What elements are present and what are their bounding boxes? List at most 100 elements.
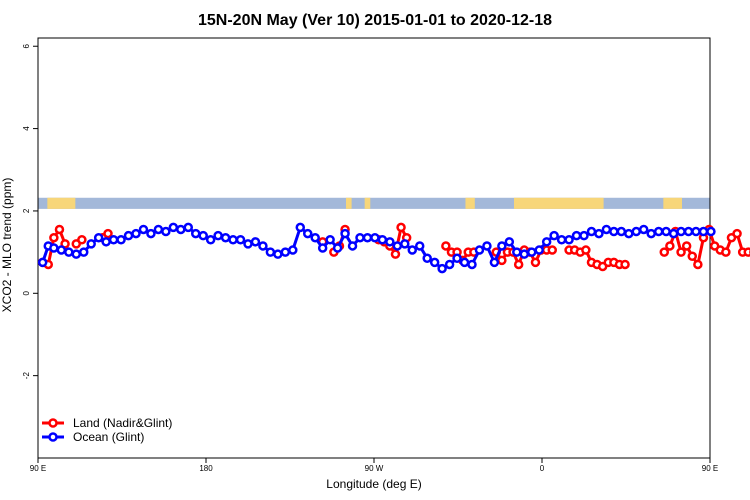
data-point <box>616 226 627 237</box>
y-tick-label: 0 <box>22 291 31 296</box>
data-point <box>86 239 96 249</box>
data-point <box>400 239 410 249</box>
data-point <box>706 226 716 237</box>
data-point <box>452 253 462 264</box>
data-point <box>429 257 440 268</box>
data-point <box>273 249 283 259</box>
data-point <box>377 235 388 245</box>
data-point <box>609 226 619 237</box>
data-point <box>198 230 208 241</box>
data-point <box>474 245 485 255</box>
data-point <box>49 232 59 243</box>
data-point <box>101 237 111 247</box>
data-point <box>108 235 119 245</box>
data-point <box>504 237 515 247</box>
x-tick-label: 90 E <box>30 464 46 473</box>
data-point <box>489 257 500 268</box>
data-point <box>280 247 291 257</box>
data-point <box>497 241 507 251</box>
data-point <box>676 247 686 257</box>
plot-area <box>37 37 711 459</box>
data-point <box>146 228 156 239</box>
data-point <box>250 237 261 247</box>
data-point <box>549 230 559 241</box>
data-point <box>624 228 634 239</box>
legend-land-marker <box>48 418 58 428</box>
data-point <box>653 226 664 237</box>
data-point <box>295 222 306 233</box>
x-tick-label: 0 <box>540 464 545 473</box>
data-point <box>347 241 358 251</box>
data-point <box>513 259 524 270</box>
data-point <box>497 255 507 266</box>
data-point <box>526 247 537 257</box>
data-point <box>138 224 149 235</box>
data-point <box>422 253 432 264</box>
y-tick-label: 6 <box>22 43 31 48</box>
y-tick-label: 2 <box>22 208 31 213</box>
data-point <box>581 245 591 255</box>
data-point <box>161 226 171 237</box>
data-point <box>693 259 703 270</box>
land-band-span <box>47 197 76 209</box>
data-point <box>444 259 455 270</box>
series-ocean <box>37 222 716 274</box>
data-point <box>93 232 104 243</box>
plot-frame <box>37 37 711 459</box>
data-point <box>176 224 186 235</box>
data-point <box>691 226 701 237</box>
data-point <box>698 226 709 237</box>
data-point <box>519 249 530 259</box>
y-axis: -2 0 2 4 6 <box>22 43 38 379</box>
data-point <box>392 241 403 251</box>
data-point <box>123 230 134 241</box>
data-point <box>355 232 365 243</box>
data-point <box>661 226 671 237</box>
data-point <box>571 230 582 241</box>
data-point <box>103 228 113 239</box>
data-point <box>385 237 395 247</box>
data-point <box>437 263 447 274</box>
data-point <box>71 249 82 259</box>
data-point <box>721 247 731 257</box>
data-point <box>265 247 276 257</box>
data-point <box>205 235 216 245</box>
data-point <box>332 243 343 253</box>
data-point <box>49 243 59 253</box>
data-point <box>131 228 141 239</box>
data-point <box>687 251 698 261</box>
data-point <box>676 226 686 237</box>
data-point <box>37 257 48 268</box>
series-layer <box>37 222 750 274</box>
data-point <box>683 226 694 237</box>
land-ocean-band <box>38 197 710 209</box>
y-axis-label: XCO2 - MLO trend (ppm) <box>0 178 14 313</box>
data-point <box>732 228 742 239</box>
data-point <box>220 232 231 243</box>
data-point <box>288 245 298 255</box>
data-point <box>56 245 67 255</box>
land-band-span <box>364 197 371 209</box>
data-point <box>459 257 470 268</box>
data-point <box>547 245 558 255</box>
data-point <box>541 237 552 247</box>
data-point <box>530 257 541 268</box>
data-point <box>64 247 74 257</box>
legend-ocean-marker <box>48 432 58 442</box>
data-point <box>325 235 335 245</box>
y-tick-label: -2 <box>22 372 31 380</box>
data-point <box>407 245 418 255</box>
data-point <box>659 247 670 257</box>
data-point <box>190 228 201 239</box>
data-point <box>668 228 679 239</box>
data-point <box>512 247 522 257</box>
data-point <box>168 222 179 233</box>
data-point <box>243 239 253 249</box>
data-point <box>390 249 401 259</box>
data-point <box>183 222 194 233</box>
data-point <box>235 235 246 245</box>
land-band-span <box>663 197 682 209</box>
x-tick-label: 90 W <box>365 464 384 473</box>
data-point <box>362 232 373 243</box>
data-point <box>116 235 126 245</box>
